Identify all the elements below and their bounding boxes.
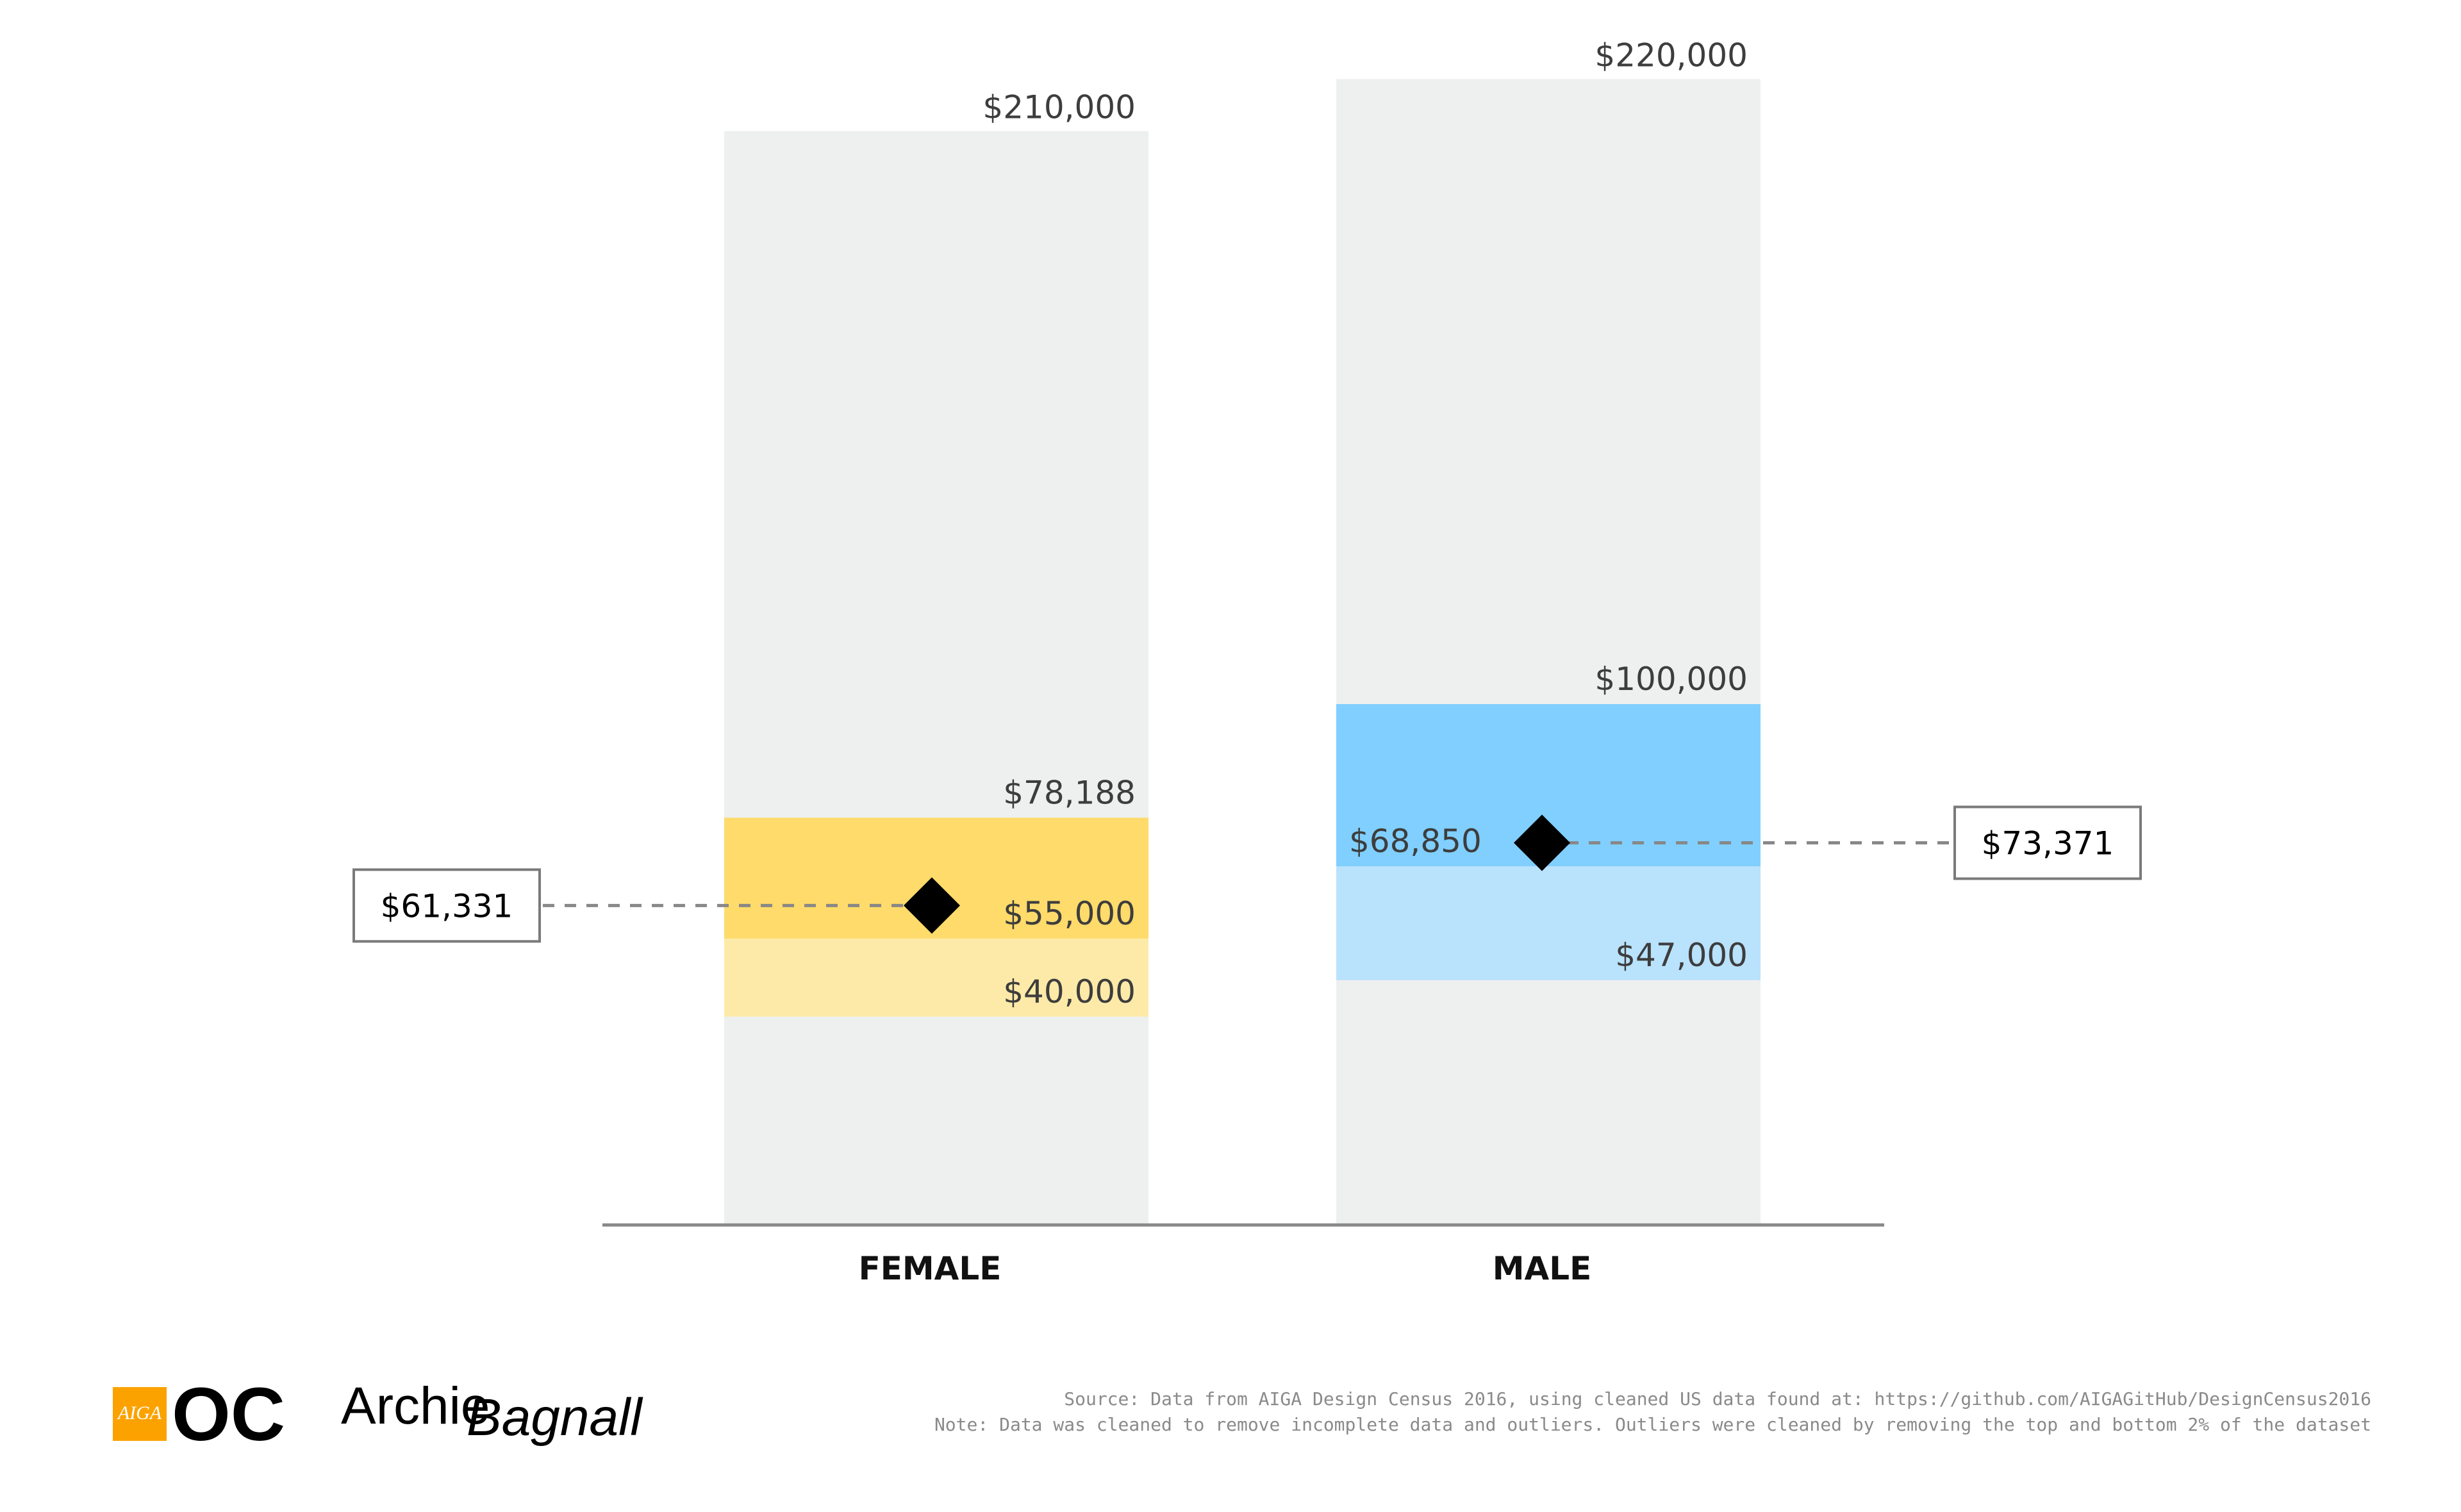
aiga-logo-square [113,1387,167,1441]
aiga-oc-logo: AIGA OC [113,1372,285,1457]
female-mean-marker [904,877,960,934]
source-note: Source: Data from AIGA Design Census 201… [1064,1388,2371,1409]
male-range-bar [1336,79,1761,1225]
male-max-label: $220,000 [1595,37,1748,74]
male-median-label: $68,850 [1349,823,1482,860]
aiga-logo-text: AIGA [117,1402,162,1424]
male-lower-quartile-band [1336,866,1761,980]
female-lower-quartile-band [724,938,1148,1017]
male-mean-label-box [1953,805,2142,880]
female-mean-label-box [352,868,541,943]
bagnall-logo-text: Bagnall [467,1388,643,1447]
bars-layer [724,79,1761,1226]
female-range-bar [724,131,1148,1226]
male-q3-label: $100,000 [1595,661,1748,698]
oc-logo-text: OC [172,1372,285,1457]
male-mean-label: $73,371 [1982,825,2114,862]
female-median-label: $55,000 [1003,895,1136,932]
male-q1-label: $47,000 [1615,937,1748,974]
archie-logo-text: Archie [341,1377,490,1435]
female-category-label: FEMALE [859,1250,1002,1287]
female-q3-label: $78,188 [1003,774,1136,811]
labels-layer: $210,000 $78,188 $40,000 $55,000 FEMALE $61,3… [352,37,2142,1287]
archie-bagnall-logo: Archie Bagnall [341,1377,643,1447]
data-cleaning-note: Note: Data was cleaned to remove incompl… [934,1414,2371,1435]
female-mean-label: $61,331 [381,887,513,924]
female-max-label: $210,000 [982,89,1136,126]
female-q1-label: $40,000 [1003,973,1136,1010]
male-mean-marker [1514,814,1570,871]
male-category-label: MALE [1493,1250,1591,1287]
